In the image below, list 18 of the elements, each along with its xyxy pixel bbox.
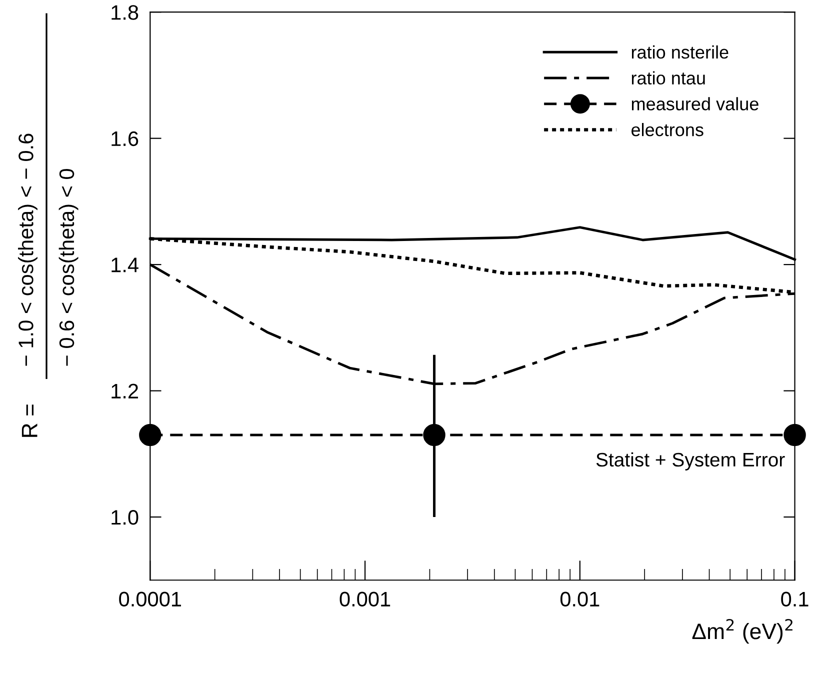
annotation: Statist + System Error xyxy=(596,452,785,470)
y-tick-label: 1.2 xyxy=(112,384,138,398)
y-tick-label: 1.6 xyxy=(112,131,138,146)
y-axis-title: R = xyxy=(22,404,38,437)
y-tick-label: 1.8 xyxy=(112,5,138,20)
x-tick-label: 0.001 xyxy=(340,592,390,607)
y-tick-label: 1.0 xyxy=(112,510,138,525)
y-tick-label: 1.4 xyxy=(112,258,138,272)
legend-label: ratio ntau xyxy=(632,71,705,85)
x-tick-label: 0.0001 xyxy=(119,592,181,607)
x-axis-title: Δm$^{2}$ (eV)$^{2}$ xyxy=(692,618,792,644)
legend-label: ratio nsterile xyxy=(632,45,728,59)
legend-label: electrons xyxy=(632,122,704,136)
x-tick-label: 0.01 xyxy=(560,592,600,607)
text: − 1.0 < cos(theta) < − 0.6 xyxy=(18,134,38,366)
legend-label: measured value xyxy=(632,97,758,110)
text: − 0.6 < cos(theta) < 0 xyxy=(58,168,78,366)
x-tick-label: 0.1 xyxy=(781,592,808,607)
